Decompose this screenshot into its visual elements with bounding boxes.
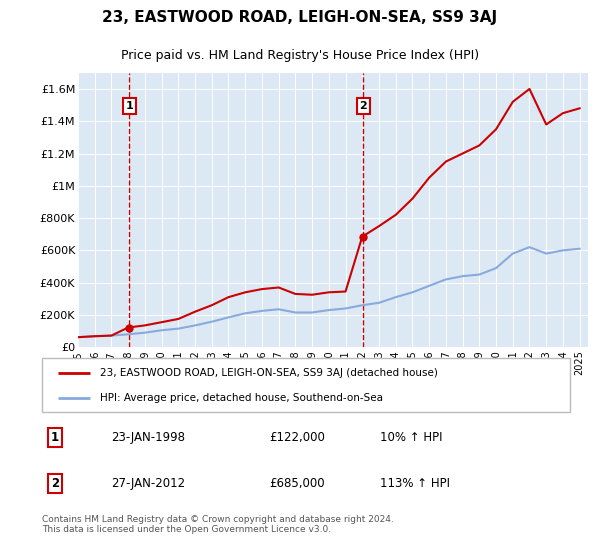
- Text: 2: 2: [51, 477, 59, 490]
- Text: 23, EASTWOOD ROAD, LEIGH-ON-SEA, SS9 3AJ (detached house): 23, EASTWOOD ROAD, LEIGH-ON-SEA, SS9 3AJ…: [100, 368, 438, 379]
- Text: 1: 1: [125, 101, 133, 111]
- Text: 27-JAN-2012: 27-JAN-2012: [110, 477, 185, 490]
- Text: HPI: Average price, detached house, Southend-on-Sea: HPI: Average price, detached house, Sout…: [100, 393, 383, 403]
- Text: 1: 1: [51, 431, 59, 444]
- Text: £685,000: £685,000: [269, 477, 325, 490]
- Text: 113% ↑ HPI: 113% ↑ HPI: [380, 477, 450, 490]
- Text: Price paid vs. HM Land Registry's House Price Index (HPI): Price paid vs. HM Land Registry's House …: [121, 49, 479, 62]
- Text: £122,000: £122,000: [269, 431, 325, 444]
- Text: 10% ↑ HPI: 10% ↑ HPI: [380, 431, 442, 444]
- FancyBboxPatch shape: [42, 358, 570, 412]
- Text: 23, EASTWOOD ROAD, LEIGH-ON-SEA, SS9 3AJ: 23, EASTWOOD ROAD, LEIGH-ON-SEA, SS9 3AJ: [103, 10, 497, 25]
- Text: 2: 2: [359, 101, 367, 111]
- Text: Contains HM Land Registry data © Crown copyright and database right 2024.
This d: Contains HM Land Registry data © Crown c…: [42, 515, 394, 534]
- Text: 23-JAN-1998: 23-JAN-1998: [110, 431, 185, 444]
